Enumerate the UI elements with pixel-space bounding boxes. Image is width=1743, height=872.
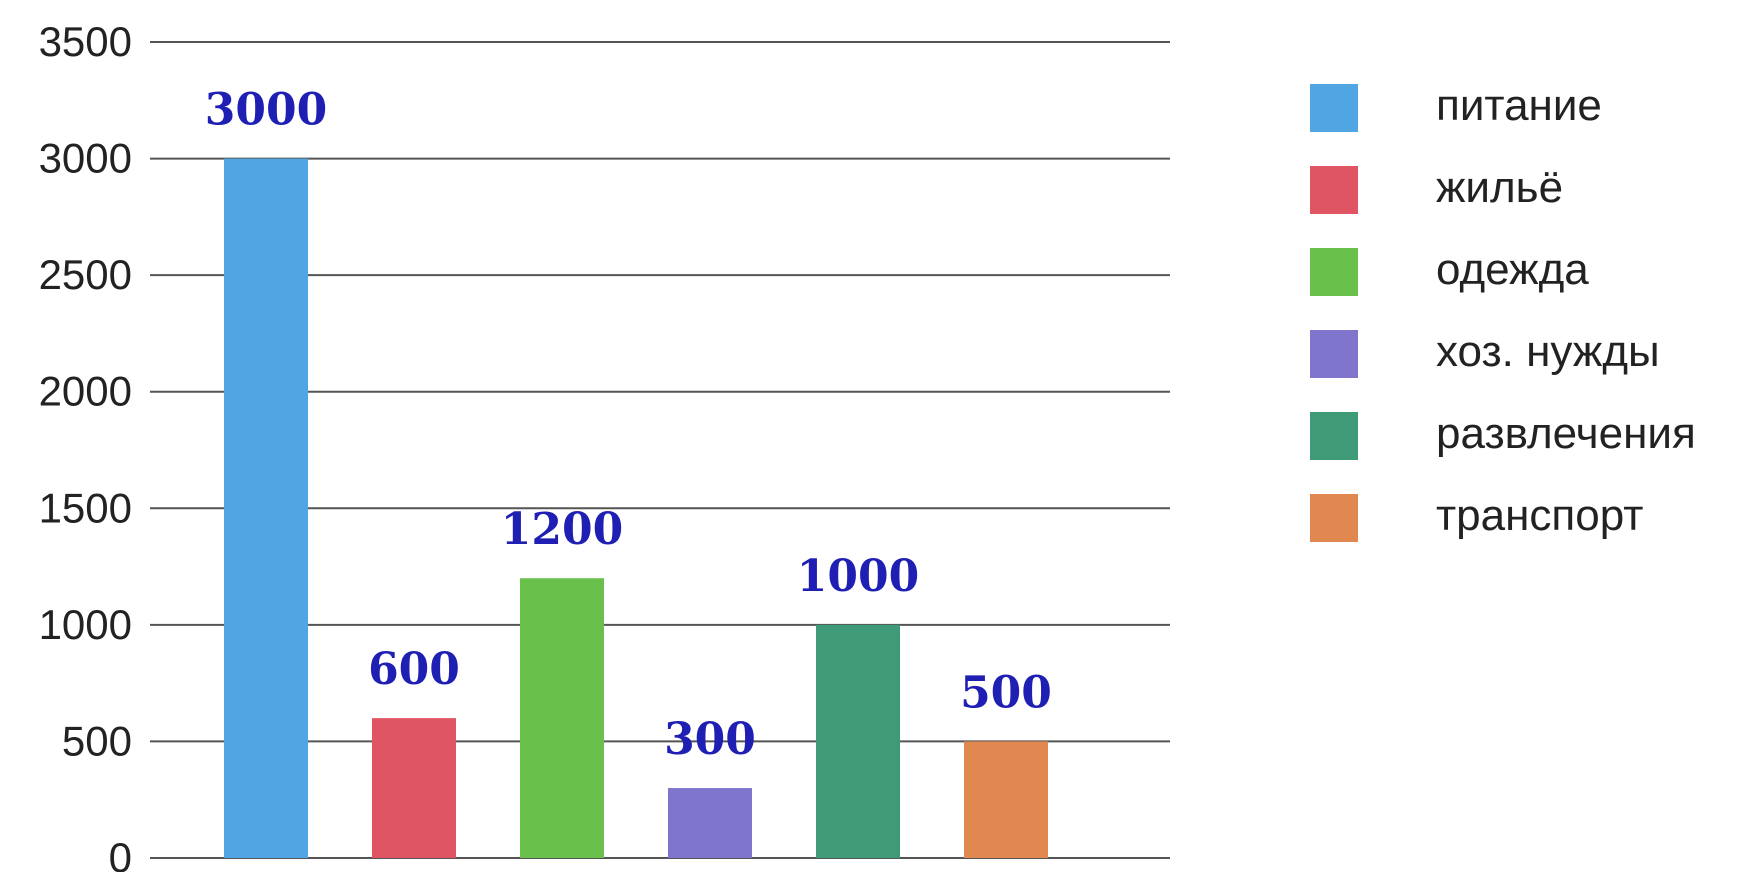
legend-swatch <box>1310 494 1358 542</box>
data-label: 600 <box>368 644 460 695</box>
legend-label: развлечения <box>1436 409 1696 458</box>
y-tick-label: 2500 <box>39 251 132 298</box>
bar <box>224 159 308 858</box>
bar <box>964 741 1048 858</box>
legend: питание жильё одежда хоз. нужды развлечения т… <box>1310 81 1696 542</box>
y-tick-label: 500 <box>62 717 132 764</box>
legend-swatch <box>1310 412 1358 460</box>
legend-swatch <box>1310 166 1358 214</box>
y-tick-label: 1500 <box>39 484 132 531</box>
legend-label: жильё <box>1436 163 1563 212</box>
bar <box>520 578 604 858</box>
legend-label: хоз. нужды <box>1436 327 1660 376</box>
legend-swatch <box>1310 248 1358 296</box>
legend-label: одежда <box>1436 245 1589 294</box>
data-label: 300 <box>664 714 756 765</box>
y-tick-label: 3000 <box>39 135 132 182</box>
data-label: 1000 <box>797 551 919 602</box>
legend-label: питание <box>1436 81 1602 130</box>
legend-label: транспорт <box>1436 491 1643 540</box>
legend-swatch <box>1310 330 1358 378</box>
y-tick-label: 1000 <box>39 601 132 648</box>
bar <box>816 625 900 858</box>
y-tick-label: 0 <box>109 834 132 872</box>
data-label: 1200 <box>501 504 623 555</box>
bar <box>372 718 456 858</box>
data-label: 500 <box>960 667 1052 718</box>
data-label: 3000 <box>205 85 327 136</box>
y-tick-label: 3500 <box>39 18 132 65</box>
y-tick-label: 2000 <box>39 368 132 415</box>
bar <box>668 788 752 858</box>
legend-swatch <box>1310 84 1358 132</box>
data-labels: 3000 600 1200 300 1000 500 <box>205 85 1052 765</box>
y-axis-ticks: 0 500 1000 1500 2000 2500 3000 3500 <box>39 18 132 872</box>
